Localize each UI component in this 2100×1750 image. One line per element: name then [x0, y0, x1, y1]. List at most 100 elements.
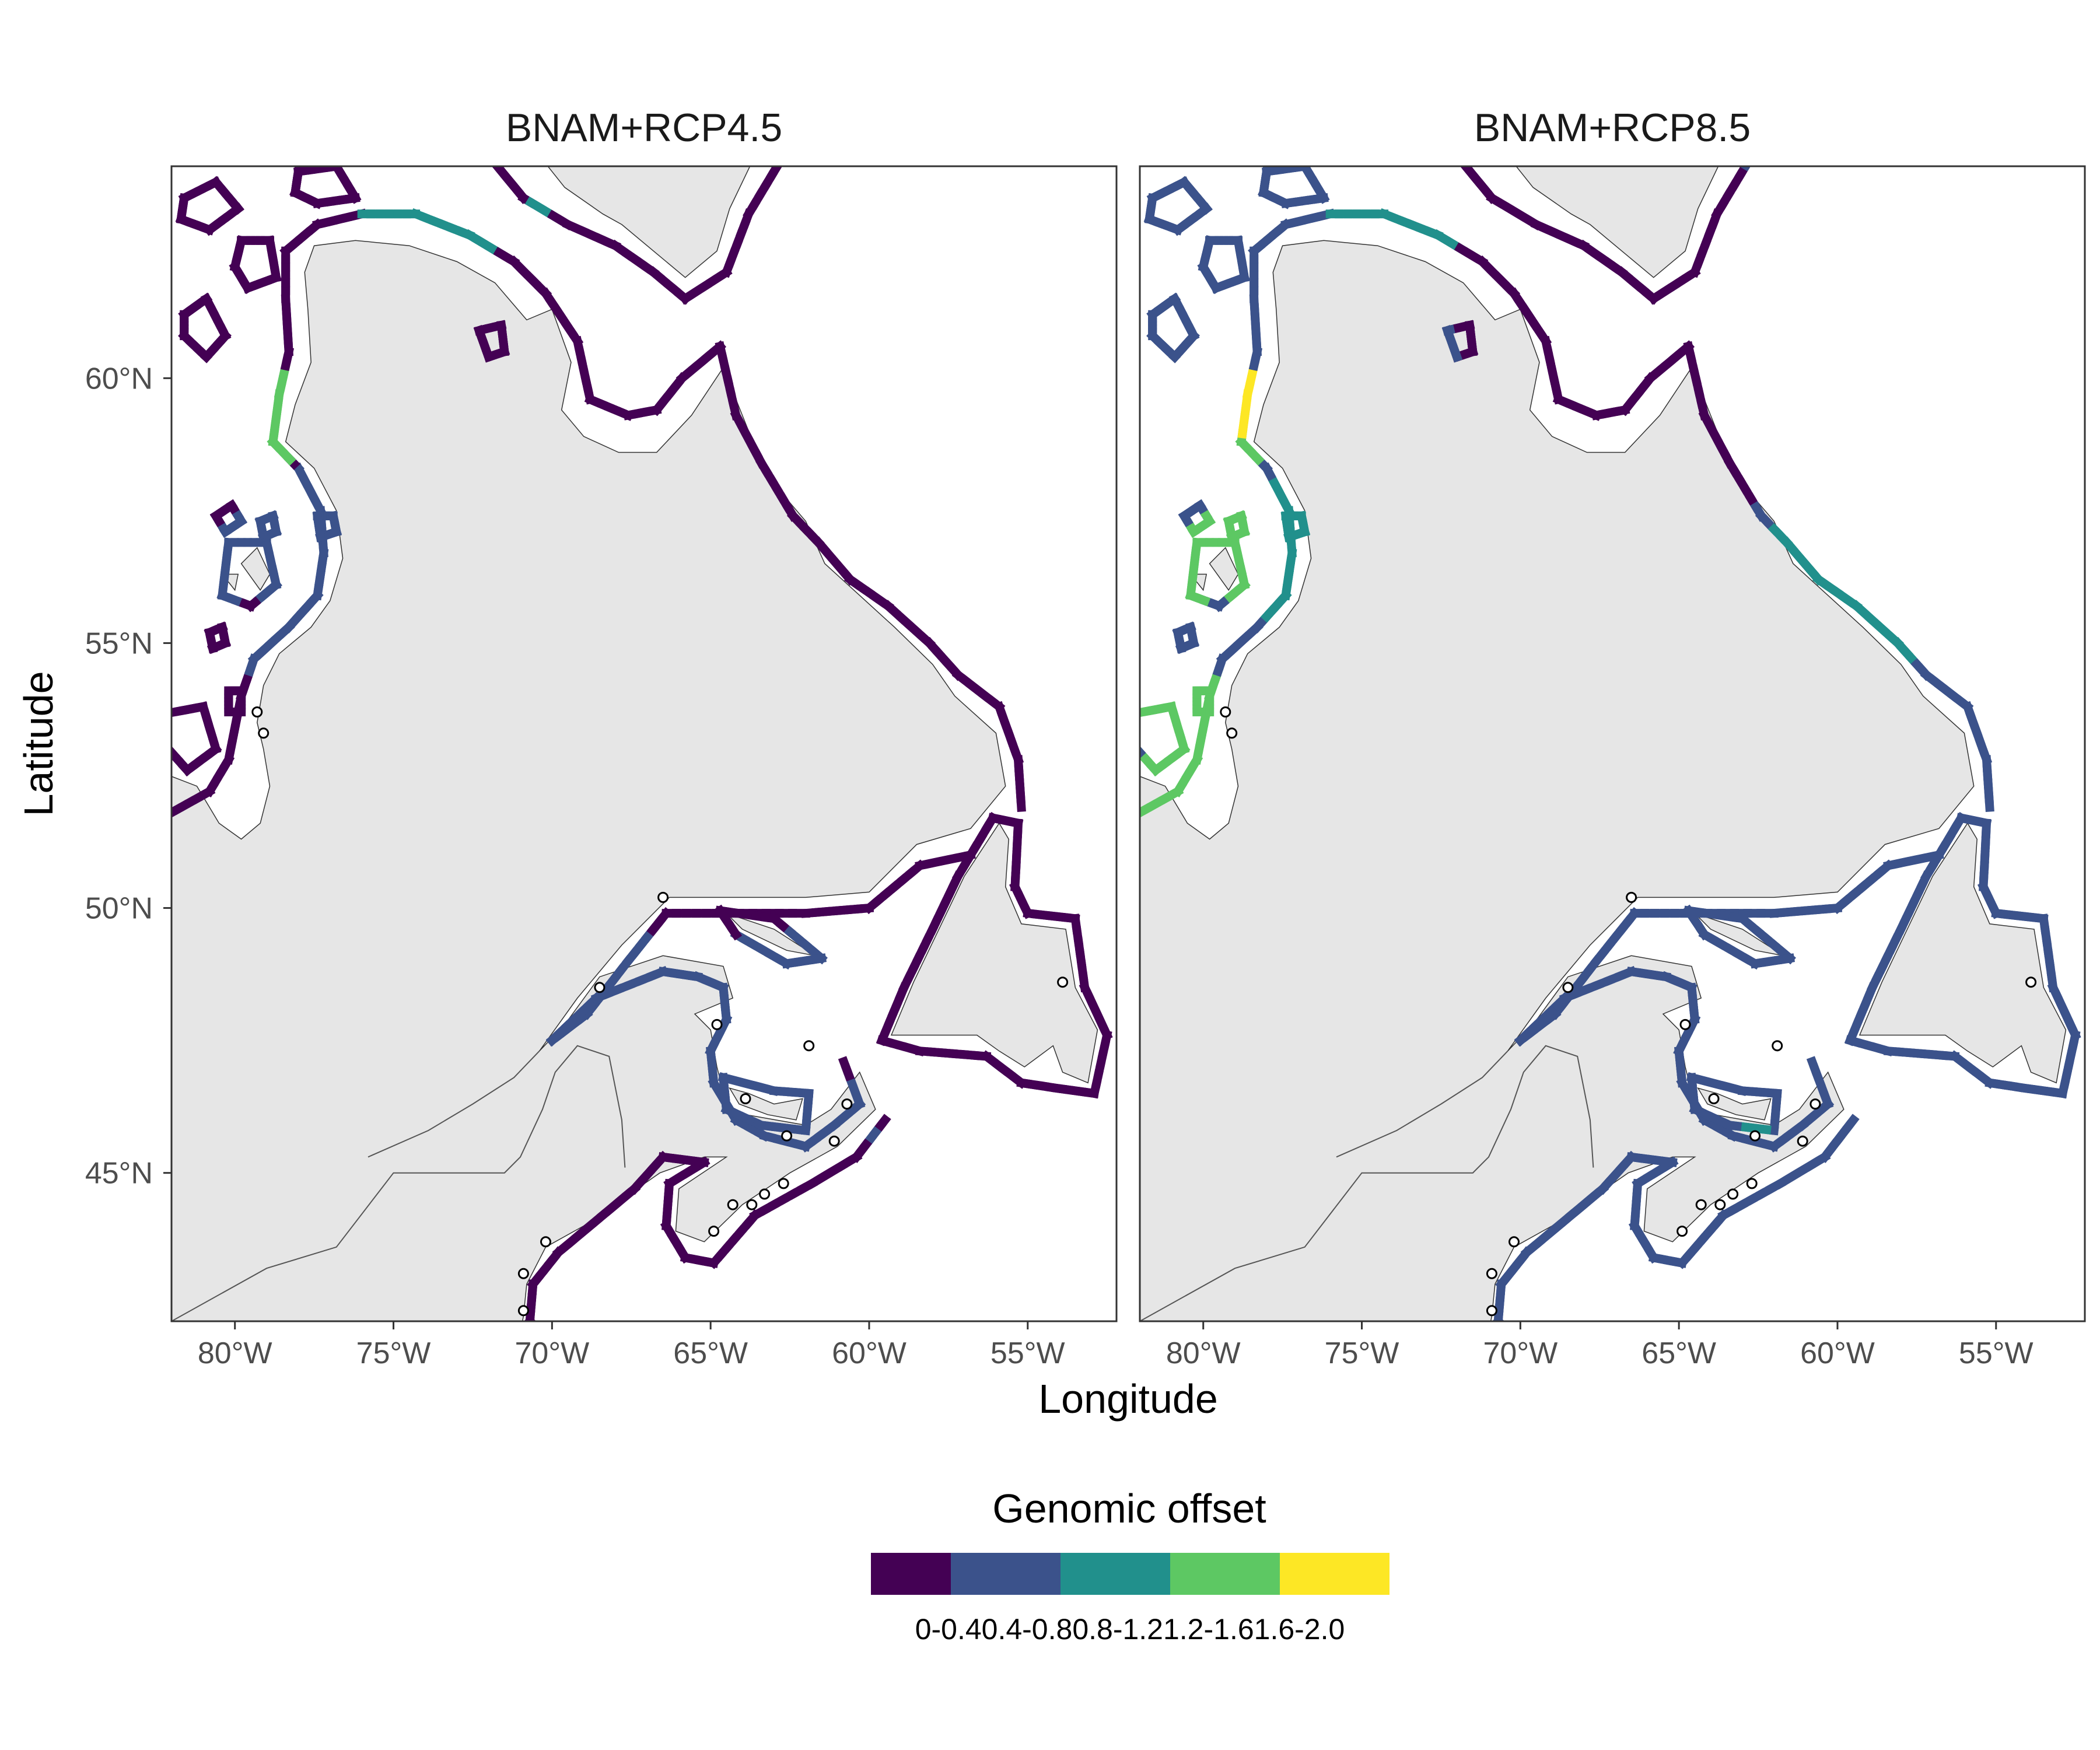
map-panel-rcp45: [172, 166, 1116, 1332]
sampling-site-point: [657, 891, 669, 903]
land-newfoundland: [1859, 822, 2067, 1084]
sampling-site-point: [2025, 977, 2037, 988]
sampling-site-point: [1714, 1199, 1726, 1210]
offset-band-segment: [235, 235, 247, 250]
map-panel-rcp85: [1140, 166, 2085, 1332]
x-tick-label: 75°W: [1325, 1336, 1399, 1370]
boundary-line-1: [1336, 1051, 1508, 1158]
legend-swatch: [1060, 1553, 1170, 1595]
offset-band-segment: [1806, 1056, 1821, 1074]
sampling-site-point: [711, 1019, 723, 1030]
offset-band-segment: [1223, 516, 1234, 529]
axes: 80°W 75°W 70°W 65°W 60°W 55°W 80°W 75°W 70°W 65°W…: [85, 362, 2034, 1370]
sampling-site-point: [1727, 1188, 1739, 1200]
land-baffin-island: [1516, 166, 1719, 278]
sampling-site-point: [1746, 1178, 1758, 1189]
offset-band-segment: [522, 1328, 524, 1330]
y-axis-title: Latitude: [16, 671, 61, 816]
sampling-site-point: [1797, 1135, 1808, 1147]
offset-band-segment: [1261, 166, 1272, 180]
sampling-site-point: [1486, 1268, 1497, 1279]
sampling-site-point: [1772, 1040, 1783, 1052]
boundary-line-0: [1140, 1045, 1594, 1321]
offset-band-segment: [204, 627, 215, 640]
legend-title: Genomic offset: [992, 1486, 1266, 1531]
land-anticosti-island: [726, 912, 816, 957]
x-tick-label: 55°W: [991, 1336, 1065, 1370]
legend-swatch: [871, 1553, 951, 1595]
offset-band-segment: [312, 510, 323, 525]
sampling-site-point: [759, 1188, 771, 1200]
offset-band-segment: [209, 510, 224, 525]
offset-band-segment: [1191, 537, 1202, 556]
sampling-site-point: [1508, 1236, 1520, 1248]
offset-band-segment: [1985, 794, 1994, 812]
offset-band-segment: [491, 166, 497, 169]
land-mainland: [172, 240, 1006, 1321]
offset-band-segment: [718, 1072, 729, 1088]
sampling-site-point: [1810, 1098, 1821, 1110]
sampling-site-point: [1220, 706, 1231, 718]
offset-band-segment: [1460, 166, 1465, 169]
offset-band-segment: [1489, 1330, 1490, 1332]
legend-labels: 0-0.40.4-0.80.8-1.21.2-1.61.6-2.0: [915, 1613, 1345, 1646]
offset-band-segment: [1178, 510, 1192, 525]
sampling-site-point: [594, 982, 606, 993]
sampling-site-point: [781, 1130, 793, 1142]
x-tick-label: 70°W: [514, 1336, 589, 1370]
land-anticosti-island: [1694, 912, 1784, 957]
x-tick-label: 80°W: [1166, 1336, 1241, 1370]
sampling-site-point: [828, 1135, 840, 1147]
y-tick-label: 60°N: [85, 362, 153, 396]
offset-band-segment: [1492, 1318, 1498, 1321]
offset-band-segment: [524, 1317, 533, 1321]
offset-band-segment: [1441, 325, 1455, 341]
sampling-site-point: [1708, 1093, 1720, 1104]
offset-band-segment: [838, 1056, 852, 1074]
sampling-site-point: [1695, 1199, 1707, 1210]
panel-title-right: BNAM+RCP8.5: [1474, 106, 1751, 150]
sampling-site-point: [251, 706, 263, 718]
x-tick-label: 65°W: [1642, 1336, 1716, 1370]
offset-band-segment: [1492, 1320, 1494, 1321]
x-tick-label: 80°W: [198, 1336, 272, 1370]
sampling-site-point: [708, 1226, 720, 1237]
offset-band-segment: [1203, 235, 1215, 250]
sampling-site-point: [517, 1305, 529, 1317]
offset-band-segment: [1147, 192, 1158, 207]
offset-band-segment: [1490, 1328, 1492, 1330]
sampling-site-point: [1226, 727, 1238, 739]
sampling-site-point: [1486, 1305, 1497, 1317]
sampling-site-point: [517, 1268, 529, 1279]
offset-band-segment: [1845, 1035, 1862, 1048]
x-tick-label: 70°W: [1483, 1336, 1558, 1370]
sampling-site-point: [1679, 1019, 1691, 1030]
offset-band-segment: [524, 1320, 526, 1321]
sampling-site-point: [727, 1199, 738, 1210]
offset-band-segment: [524, 1318, 530, 1321]
offset-band-segment: [222, 537, 234, 556]
legend-swatch: [1280, 1553, 1390, 1595]
legend-swatch: [1170, 1553, 1280, 1595]
sampling-site-point: [1562, 982, 1574, 993]
panel-frame-right: [1139, 165, 2086, 1322]
land-baffin-island: [547, 166, 751, 278]
y-tick-label: 50°N: [85, 892, 153, 926]
offset-band-segment: [714, 904, 729, 921]
sampling-site-point: [1626, 891, 1637, 903]
sampling-site-point: [803, 1040, 815, 1052]
offset-band-segment: [1682, 904, 1698, 921]
sampling-site-point: [746, 1199, 758, 1210]
x-tick-label: 60°W: [1800, 1336, 1875, 1370]
sampling-site-point: [540, 1236, 551, 1248]
sampling-site-point: [841, 1098, 853, 1110]
legend-swatch: [951, 1553, 1060, 1595]
sampling-site-point: [1057, 977, 1069, 988]
offset-band-segment: [1740, 166, 1751, 172]
y-tick-label: 55°N: [85, 626, 153, 660]
offset-band-segment: [520, 1330, 522, 1332]
sampling-site-point: [1676, 1226, 1688, 1237]
offset-band-segment: [771, 166, 783, 172]
panel-title-left: BNAM+RCP4.5: [506, 106, 782, 150]
